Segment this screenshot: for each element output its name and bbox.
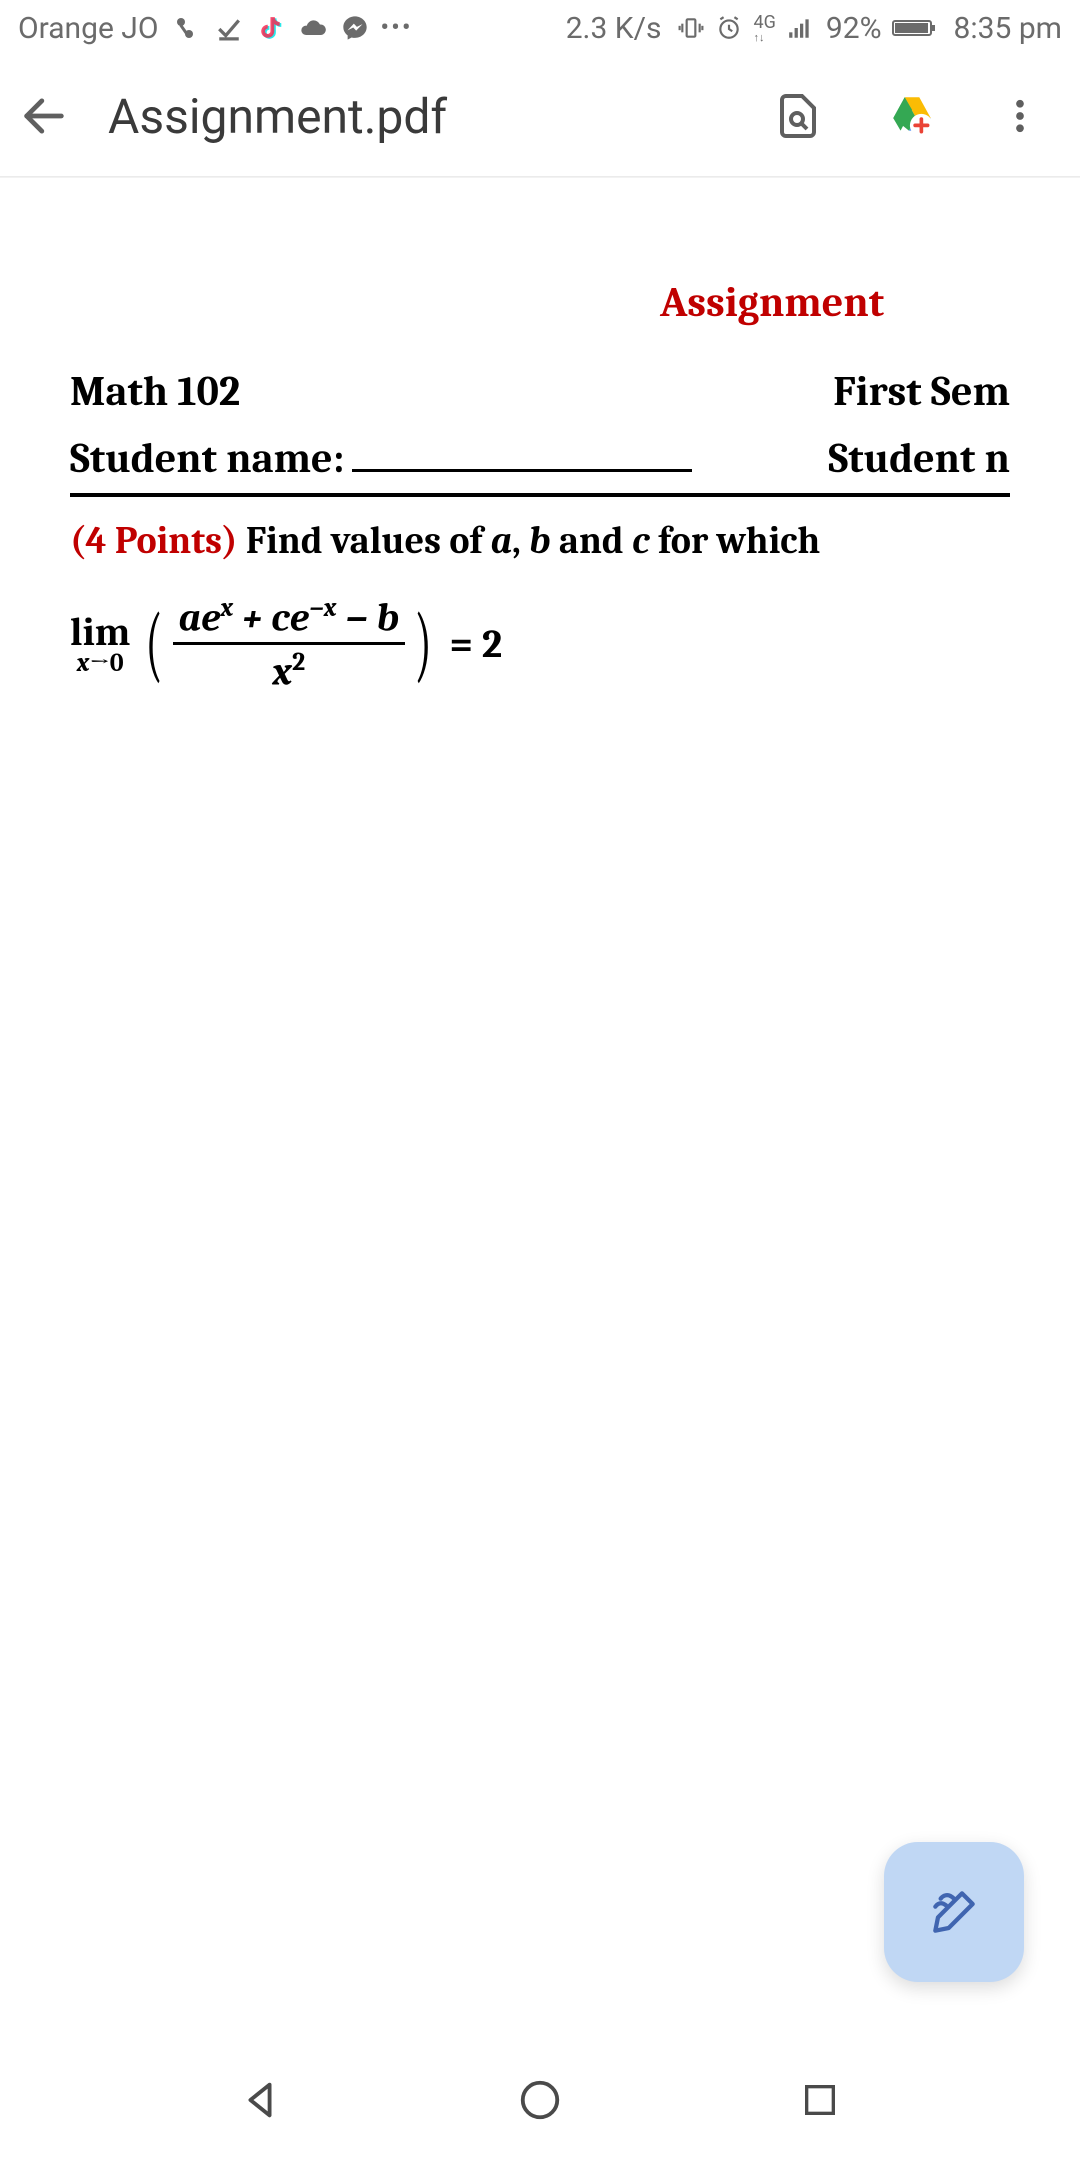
more-notifications-icon: ••• bbox=[383, 14, 411, 42]
status-right: 2.3 K/s 4G↑↓ 92% 8:35 pm bbox=[566, 11, 1062, 46]
left-paren: ( bbox=[146, 606, 164, 682]
course-row: Math 102 First Sem bbox=[70, 367, 1010, 416]
status-left: Orange JO ••• bbox=[18, 11, 566, 46]
status-bar: Orange JO ••• 2.3 K/s 4G↑↓ 92% bbox=[0, 0, 1080, 56]
notification-icon-1 bbox=[173, 14, 201, 42]
lim-subscript: x→0 bbox=[77, 650, 124, 676]
lim-label: lim bbox=[70, 612, 130, 652]
assignment-heading: Assignment bbox=[660, 278, 1010, 327]
messenger-icon bbox=[341, 14, 369, 42]
denominator: x2 bbox=[267, 645, 311, 694]
question-block: (4 Points) Find values of a, b and c for… bbox=[70, 519, 1010, 563]
student-row: Student name: Student n bbox=[70, 434, 1010, 483]
data-speed: 2.3 K/s bbox=[566, 11, 662, 46]
nav-home-button[interactable] bbox=[505, 2065, 575, 2135]
more-options-icon[interactable] bbox=[990, 86, 1050, 146]
app-bar: Assignment.pdf bbox=[0, 56, 1080, 176]
signal-icon bbox=[786, 14, 814, 42]
find-in-page-icon[interactable] bbox=[768, 86, 828, 146]
tiktok-icon bbox=[257, 14, 285, 42]
document-content: Assignment Math 102 First Sem Student na… bbox=[0, 278, 1080, 695]
fraction: aex + ce−x − b x2 bbox=[173, 593, 406, 695]
battery-pct: 92% bbox=[826, 11, 882, 46]
clock-time: 8:35 pm bbox=[954, 11, 1062, 46]
back-button[interactable] bbox=[14, 86, 74, 146]
points-label: (4 Points) bbox=[70, 519, 238, 563]
system-nav-bar bbox=[0, 2040, 1080, 2160]
document-viewport[interactable]: Assignment Math 102 First Sem Student na… bbox=[0, 178, 1080, 695]
semester-label: First Sem bbox=[833, 367, 1010, 416]
document-title: Assignment.pdf bbox=[108, 88, 714, 145]
battery-icon bbox=[892, 14, 938, 42]
header-rule bbox=[70, 493, 1010, 497]
vibrate-icon bbox=[677, 14, 705, 42]
cloud-icon bbox=[299, 14, 327, 42]
drive-add-icon[interactable] bbox=[882, 86, 942, 146]
equation: lim x→0 ( aex + ce−x − b x2 ) = 2 bbox=[70, 593, 1010, 695]
carrier-label: Orange JO bbox=[18, 11, 159, 46]
question-text: Find values of a, b and c for which bbox=[238, 519, 821, 563]
nav-back-button[interactable] bbox=[225, 2065, 295, 2135]
student-number-label: Student n bbox=[828, 434, 1010, 483]
name-blank-line bbox=[352, 464, 692, 472]
right-paren: ) bbox=[415, 606, 433, 682]
equation-rhs: = 2 bbox=[449, 621, 502, 667]
limit-operator: lim x→0 bbox=[70, 612, 130, 676]
numerator: aex + ce−x − b bbox=[173, 593, 406, 642]
course-code: Math 102 bbox=[70, 367, 240, 416]
check-icon bbox=[215, 14, 243, 42]
alarm-icon bbox=[715, 14, 743, 42]
nav-recents-button[interactable] bbox=[785, 2065, 855, 2135]
network-type: 4G↑↓ bbox=[753, 14, 775, 43]
student-name-label: Student name: bbox=[70, 434, 692, 483]
edit-fab[interactable] bbox=[884, 1842, 1024, 1982]
